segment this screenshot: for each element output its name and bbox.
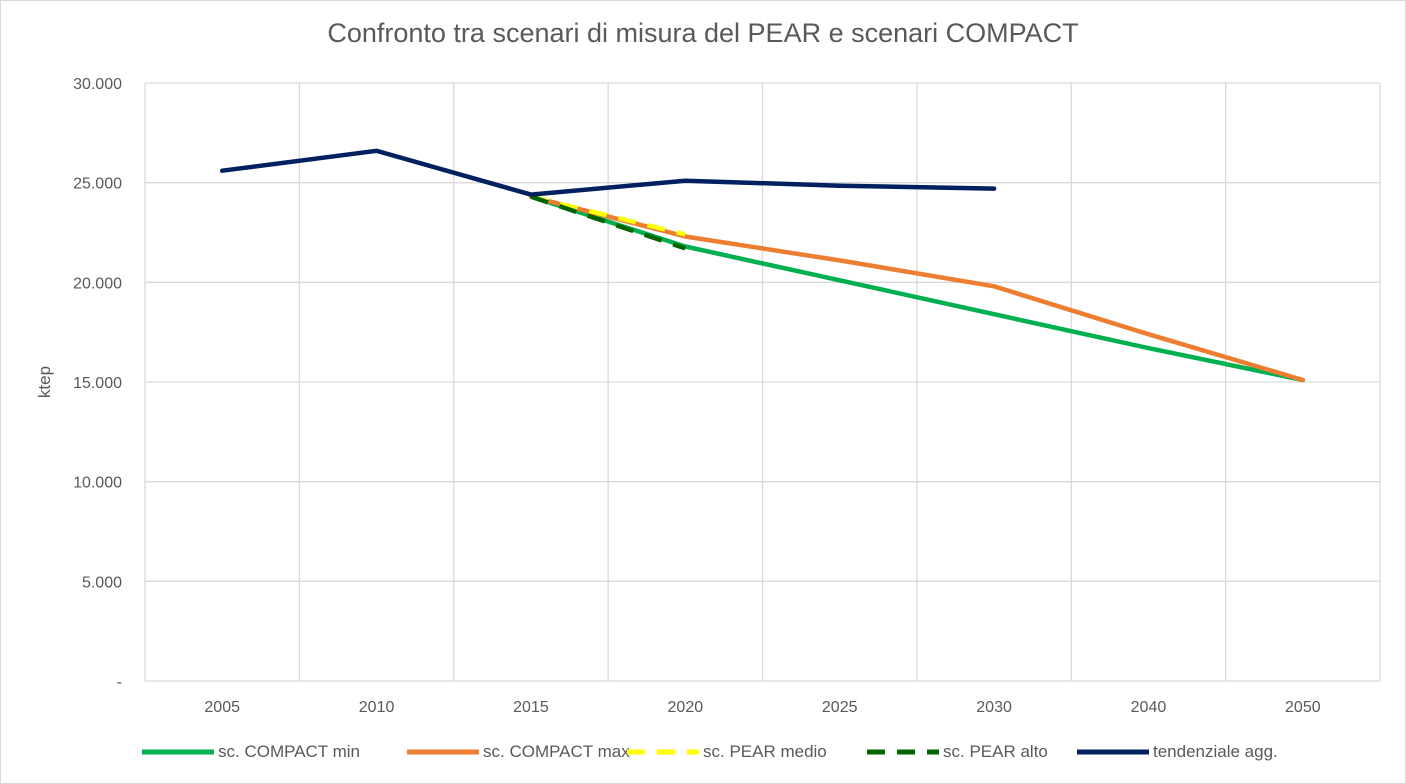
series-line-5 [219,148,997,197]
legend-item: sc. PEAR medio [625,737,827,767]
legend-item: tendenziale agg. [1075,737,1278,767]
legend-item: sc. COMPACT max [405,737,630,767]
y-tick-label: 30.000 [73,76,122,93]
x-tick-label: 2020 [668,699,704,716]
legend-label: sc. PEAR medio [703,742,827,761]
y-axis-ticks: - 5.000 10.000 15.000 20.000 25.000 30.000 [73,76,122,691]
x-tick-label: 2010 [359,699,395,716]
y-tick-label: 20.000 [73,275,122,292]
legend-swatch [1077,749,1149,755]
legend-label: sc. PEAR alto [943,742,1048,761]
legend-swatch [142,749,214,755]
chart-title: Confronto tra scenari di misura del PEAR… [327,18,1079,48]
y-tick-label: 10.000 [73,475,122,492]
x-tick-label: 2005 [204,699,240,716]
chart-legend: sc. COMPACT min sc. COMPACT max sc. PEAR m… [0,737,1406,767]
x-tick-label: 2015 [513,699,549,716]
legend-item: sc. COMPACT min [140,737,360,767]
series-line-4 [530,194,687,251]
legend-swatch [407,749,479,755]
legend-item: sc. PEAR alto [865,737,1048,767]
y-tick-label: - [117,674,122,691]
legend-label: sc. COMPACT min [218,742,360,761]
y-tick-label: 5.000 [82,574,122,591]
x-tick-label: 2040 [1131,699,1167,716]
grid-lines [144,82,1381,682]
x-tick-label: 2030 [976,699,1012,716]
y-tick-label: 15.000 [73,375,122,392]
y-tick-label: 25.000 [73,176,122,193]
legend-label: tendenziale agg. [1153,742,1278,761]
legend-swatch [627,749,699,755]
x-axis-ticks: 2005 2010 2015 2020 2025 2030 2040 2050 [204,699,1320,716]
x-tick-label: 2025 [822,699,858,716]
series-lines [219,148,1306,383]
y-axis-label: ktep [35,366,54,398]
legend-label: sc. COMPACT max [483,742,630,761]
series-line-3 [530,194,686,237]
legend-swatch [867,749,939,755]
x-tick-label: 2050 [1285,699,1321,716]
